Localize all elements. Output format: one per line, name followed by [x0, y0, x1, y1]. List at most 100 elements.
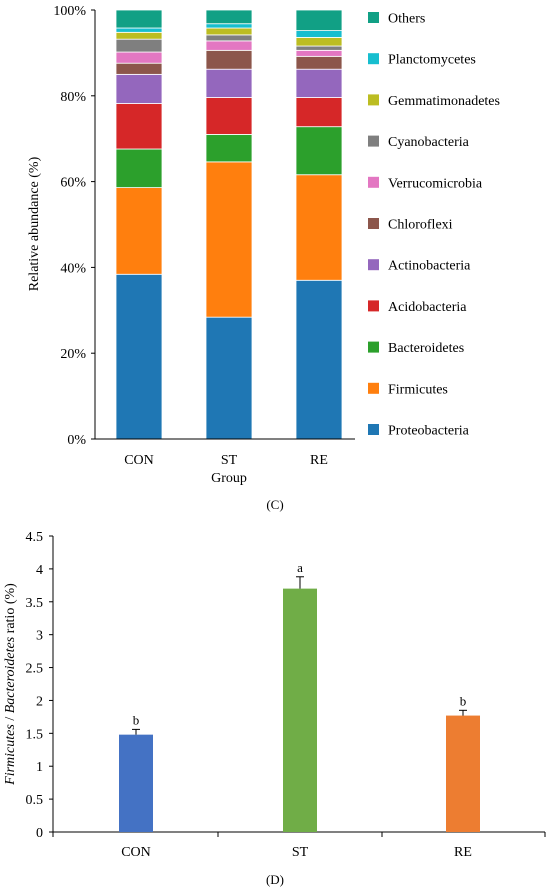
y-tick-label: 4.5 [26, 530, 44, 545]
bar-segment [115, 73, 163, 104]
bar-segment [115, 27, 163, 33]
y-tick-label: 3 [36, 629, 43, 644]
bar-segment [115, 273, 163, 440]
stacked-bar-chart: 0% 20% 40% 60% 80% 100% CON ST RE Relative abun… [27, 4, 500, 512]
y-tick-label: 4 [36, 563, 43, 578]
bar-segment [295, 55, 343, 70]
bar [446, 715, 480, 832]
legend-label: Proteobacteria [388, 424, 470, 439]
bar-segment [295, 279, 343, 440]
legend-swatch [368, 176, 379, 188]
y-tick-label: 0.5 [26, 793, 44, 808]
bar-segment [115, 62, 163, 75]
legend-swatch [368, 53, 379, 65]
ratio-bar-chart: 0 0.5 1 1.5 2 2.5 3 3.5 4 4.5 b a b CON ST RE Firmicu… [3, 530, 546, 887]
bar-segment [295, 9, 343, 31]
x-tick-label: CON [121, 845, 151, 860]
bars-group: b a b [119, 560, 480, 832]
bar-segment [205, 27, 253, 36]
caption-c: (C) [266, 497, 283, 512]
bar-segment [205, 316, 253, 440]
legend-swatch [368, 135, 379, 147]
y-tick-label: 1.5 [26, 727, 44, 742]
y-axis-label: Relative abundance (%) [27, 156, 42, 291]
bar-segment [205, 68, 253, 98]
bar-segment [295, 30, 343, 38]
legend-label: Firmicutes [388, 382, 448, 397]
y-tick-label: 3.5 [26, 596, 44, 611]
bar-segment [115, 9, 163, 29]
x-axis-label: Group [211, 471, 247, 486]
x-tick-label: RE [310, 453, 328, 468]
bar-segment [295, 174, 343, 281]
y-axis-label-part1: Firmicutes [3, 724, 18, 786]
bar-segment [295, 126, 343, 176]
y-tick-label: 2 [36, 694, 43, 709]
legend-swatch [368, 300, 379, 312]
bar-segment [115, 38, 163, 53]
legend-swatch [368, 424, 379, 435]
bar-segment [205, 23, 253, 29]
x-tick-label: ST [221, 453, 238, 468]
y-axis-label-sep: / [3, 713, 18, 724]
bar-segment [205, 9, 253, 25]
y-ticks: 0% 20% 40% 60% 80% 100% [53, 4, 95, 448]
significance-label: b [133, 712, 140, 727]
bar-segment [295, 37, 343, 47]
y-tick-label: 80% [60, 90, 86, 105]
x-tick-label: ST [292, 845, 309, 860]
legend-swatch [368, 12, 379, 23]
y-tick-label: 0% [67, 433, 86, 448]
legend-swatch [368, 341, 379, 353]
stacked-bars-group [115, 9, 343, 440]
y-tick-label: 2.5 [26, 662, 44, 677]
x-tick-label: CON [124, 453, 154, 468]
bar-segment [295, 45, 343, 51]
y-axis-label-part3: ratio (%) [3, 583, 18, 637]
x-ticks: CON ST RE [52, 832, 546, 860]
bar-segment [205, 49, 253, 70]
legend-swatch [368, 218, 379, 229]
significance-label: b [460, 693, 467, 708]
legend-swatch [368, 259, 379, 271]
bar-segment [205, 161, 253, 318]
bar-segment [115, 148, 163, 189]
legend-label: Planctomycetes [388, 53, 476, 68]
y-axis-label-part2: Bacteroidetes [3, 636, 18, 713]
legend-label: Bacteroidetes [388, 341, 464, 356]
y-tick-label: 0 [36, 826, 43, 841]
legend: Others Planctomycetes Gemmatimonadetes Cyan… [368, 12, 500, 439]
x-tick-label: RE [454, 845, 472, 860]
caption-d: (D) [266, 872, 284, 887]
y-tick-label: 60% [60, 176, 86, 191]
legend-label: Acidobacteria [388, 300, 467, 315]
legend-label: Verrucomicrobia [388, 176, 483, 191]
bar-segment [115, 103, 163, 150]
bar-segment [115, 187, 163, 275]
bar-segment [205, 40, 253, 51]
legend-label: Others [388, 12, 425, 27]
x-ticks: CON ST RE [124, 453, 328, 468]
bar-segment [295, 97, 343, 128]
y-axis-label: Firmicutes / Bacteroidetes ratio (%) [3, 583, 18, 786]
legend-label: Actinobacteria [388, 259, 471, 274]
bar [283, 588, 317, 832]
legend-swatch [368, 382, 379, 394]
y-tick-label: 40% [60, 261, 86, 276]
bar-segment [115, 51, 163, 64]
bar-segment [115, 31, 163, 40]
legend-label: Cyanobacteria [388, 135, 470, 150]
y-ticks: 0 0.5 1 1.5 2 2.5 3 3.5 4 4.5 [26, 530, 53, 841]
bar-segment [295, 68, 343, 98]
bar [119, 734, 153, 832]
y-tick-label: 1 [36, 760, 43, 775]
y-tick-label: 100% [53, 4, 86, 19]
legend-label: Gemmatimonadetes [388, 94, 500, 109]
bar-segment [295, 49, 343, 57]
legend-label: Chloroflexi [388, 218, 453, 233]
y-tick-label: 20% [60, 347, 86, 362]
bar-segment [205, 34, 253, 42]
legend-swatch [368, 94, 379, 106]
bar-segment [205, 134, 253, 163]
significance-label: a [297, 560, 303, 575]
